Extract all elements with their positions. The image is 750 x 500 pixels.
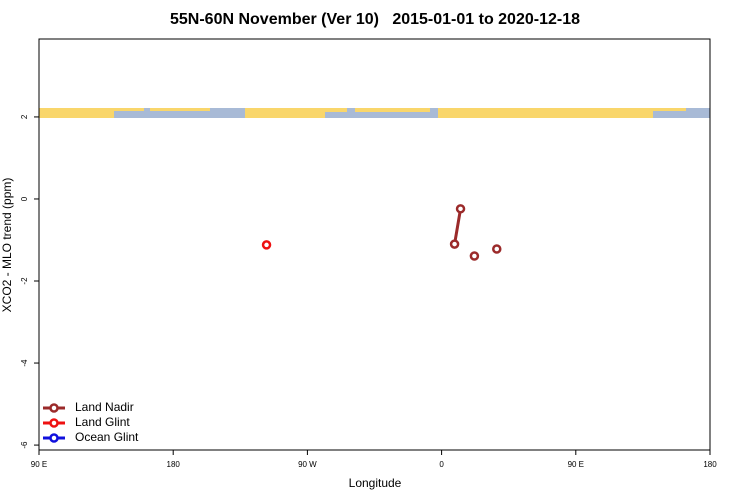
legend-marker: [49, 418, 59, 428]
map-strip: [39, 108, 710, 118]
legend-marker: [49, 433, 59, 443]
y-tick-label: 0: [20, 196, 29, 201]
y-tick-label: 2: [20, 114, 29, 119]
x-tick-label: 0: [439, 460, 444, 469]
y-tick-label: -2: [20, 277, 29, 285]
legend-label: Land Glint: [75, 415, 130, 429]
x-tick-label: 90 E: [568, 460, 584, 469]
point: [455, 204, 466, 214]
y-axis-label: XCO2 - MLO trend (ppm): [0, 178, 14, 313]
x-tick-label: 90 E: [31, 460, 47, 469]
chart-title: 55N-60N November (Ver 10) 2015-01-01 to …: [170, 11, 580, 28]
y-tick-label: -4: [20, 359, 29, 367]
legend-label: Ocean Glint: [75, 430, 139, 444]
point: [492, 244, 502, 254]
x-tick-label: 180: [703, 460, 717, 469]
x-tick-label: 90 W: [298, 460, 317, 469]
plot-frame: [38, 38, 711, 451]
point: [469, 251, 480, 261]
x-tick-label: 180: [167, 460, 181, 469]
x-axis-label: Longitude: [349, 476, 402, 490]
y-tick-label: -6: [20, 441, 29, 449]
legend-marker: [49, 403, 59, 413]
series-line: [453, 208, 463, 245]
legend-label: Land Nadir: [75, 400, 134, 414]
point: [449, 239, 460, 249]
point: [261, 240, 272, 250]
